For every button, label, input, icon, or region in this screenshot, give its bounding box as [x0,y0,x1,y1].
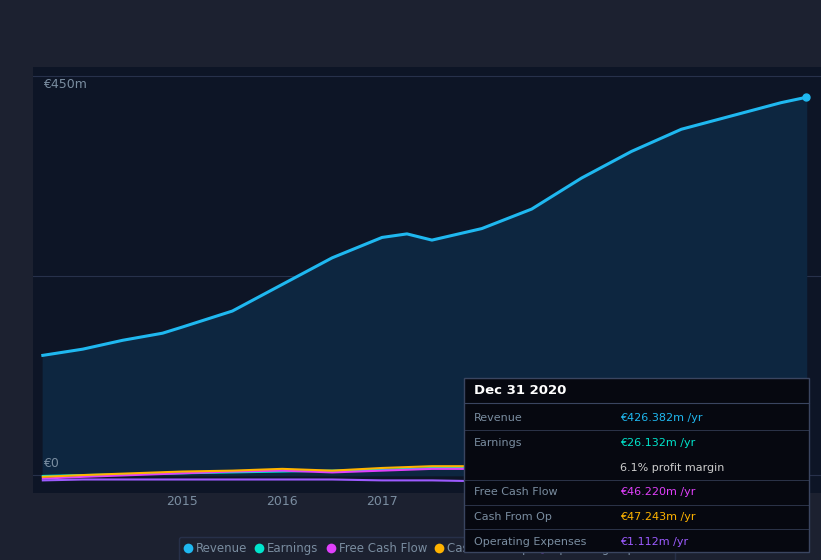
Text: 2020: 2020 [666,496,697,508]
Text: €0: €0 [43,457,58,470]
Text: 6.1% profit margin: 6.1% profit margin [620,463,724,473]
Text: €26.132m /yr: €26.132m /yr [620,438,695,448]
Text: €1.112m /yr: €1.112m /yr [620,536,688,547]
Text: Free Cash Flow: Free Cash Flow [474,487,557,497]
Text: 2015: 2015 [167,496,199,508]
Text: €47.243m /yr: €47.243m /yr [620,512,695,522]
Text: Cash From Op: Cash From Op [474,512,552,522]
Text: €46.220m /yr: €46.220m /yr [620,487,695,497]
Text: €450m: €450m [43,78,87,91]
Text: Dec 31 2020: Dec 31 2020 [474,384,566,397]
Text: 2017: 2017 [366,496,398,508]
Text: €426.382m /yr: €426.382m /yr [620,413,702,423]
Text: 2018: 2018 [466,496,498,508]
Text: 2016: 2016 [267,496,298,508]
Text: Operating Expenses: Operating Expenses [474,536,586,547]
Legend: Revenue, Earnings, Free Cash Flow, Cash From Op, Operating Expenses: Revenue, Earnings, Free Cash Flow, Cash … [179,536,675,560]
Text: Earnings: Earnings [474,438,522,448]
Text: 2019: 2019 [566,496,598,508]
Text: Revenue: Revenue [474,413,522,423]
